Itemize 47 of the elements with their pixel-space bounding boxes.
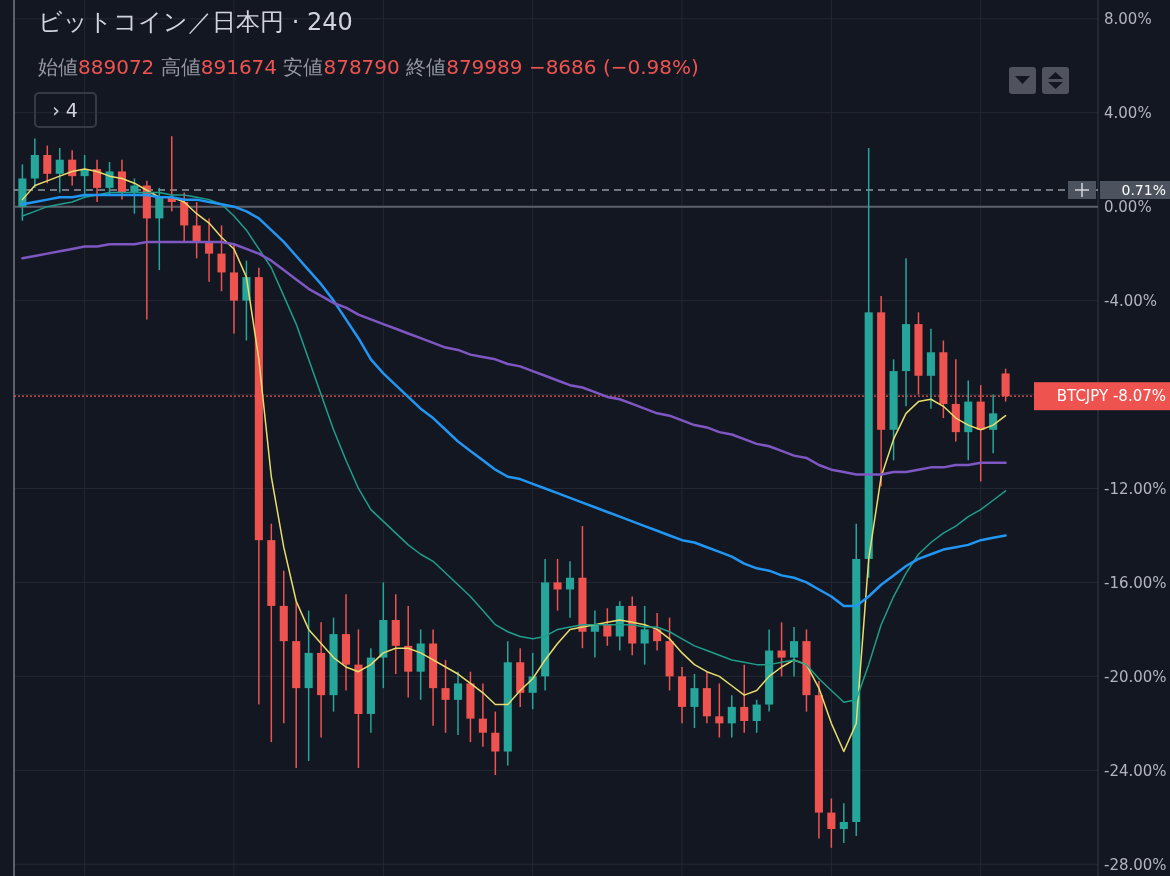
candlestick	[205, 217, 214, 283]
candlestick	[528, 652, 537, 710]
candlestick	[441, 659, 450, 734]
candlestick	[117, 158, 127, 201]
y-tick-label: -28.00%	[1104, 855, 1167, 874]
candlestick	[727, 694, 736, 739]
candlestick	[192, 201, 201, 260]
candlestick	[105, 161, 114, 196]
candlestick	[93, 158, 102, 203]
candlestick	[715, 682, 724, 739]
candlestick	[926, 328, 935, 410]
candlestick	[640, 605, 649, 666]
candlestick	[690, 673, 699, 729]
candlestick	[827, 797, 836, 849]
y-tick-label: -24.00%	[1104, 761, 1167, 780]
candlestick	[740, 663, 749, 734]
candlestick	[777, 621, 786, 678]
candlestick	[30, 137, 39, 189]
text: 始値889072 高値891674 安値878790 終値879989 −8686 (−0.98%)	[38, 55, 699, 79]
annotation: › 4	[52, 98, 78, 121]
candlestick	[553, 558, 562, 612]
y-tick-label: -12.00%	[1104, 479, 1167, 498]
candlestick	[603, 607, 612, 647]
candlestick	[752, 699, 761, 734]
candlestick	[155, 187, 164, 271]
y-tick-label: -4.00%	[1104, 291, 1158, 310]
y-tick-label: 8.00%	[1104, 10, 1152, 29]
y-tick-label: 0.00%	[1104, 197, 1152, 216]
candlestick	[478, 682, 487, 748]
candlestick	[839, 802, 848, 844]
candlestick	[43, 144, 52, 184]
candlestick	[565, 560, 575, 619]
candlestick	[789, 626, 799, 678]
candlestick	[989, 393, 998, 455]
candlestick	[491, 710, 500, 776]
y-tick-label: 4.00%	[1104, 103, 1152, 122]
chart-title: ビットコイン／日本円 · 240	[38, 8, 353, 36]
candlestick	[217, 224, 226, 292]
ref-line-label: 0.71%	[1121, 181, 1166, 198]
candlestick	[653, 612, 662, 652]
candlestick	[590, 609, 599, 659]
candlestick	[55, 147, 64, 194]
candlestick	[453, 670, 463, 736]
ref-line-label: BTCJPY -8.07%	[1056, 387, 1166, 406]
candlestick	[180, 191, 189, 243]
y-tick-label: -16.00%	[1104, 573, 1167, 592]
y-tick-label: -20.00%	[1104, 667, 1167, 686]
